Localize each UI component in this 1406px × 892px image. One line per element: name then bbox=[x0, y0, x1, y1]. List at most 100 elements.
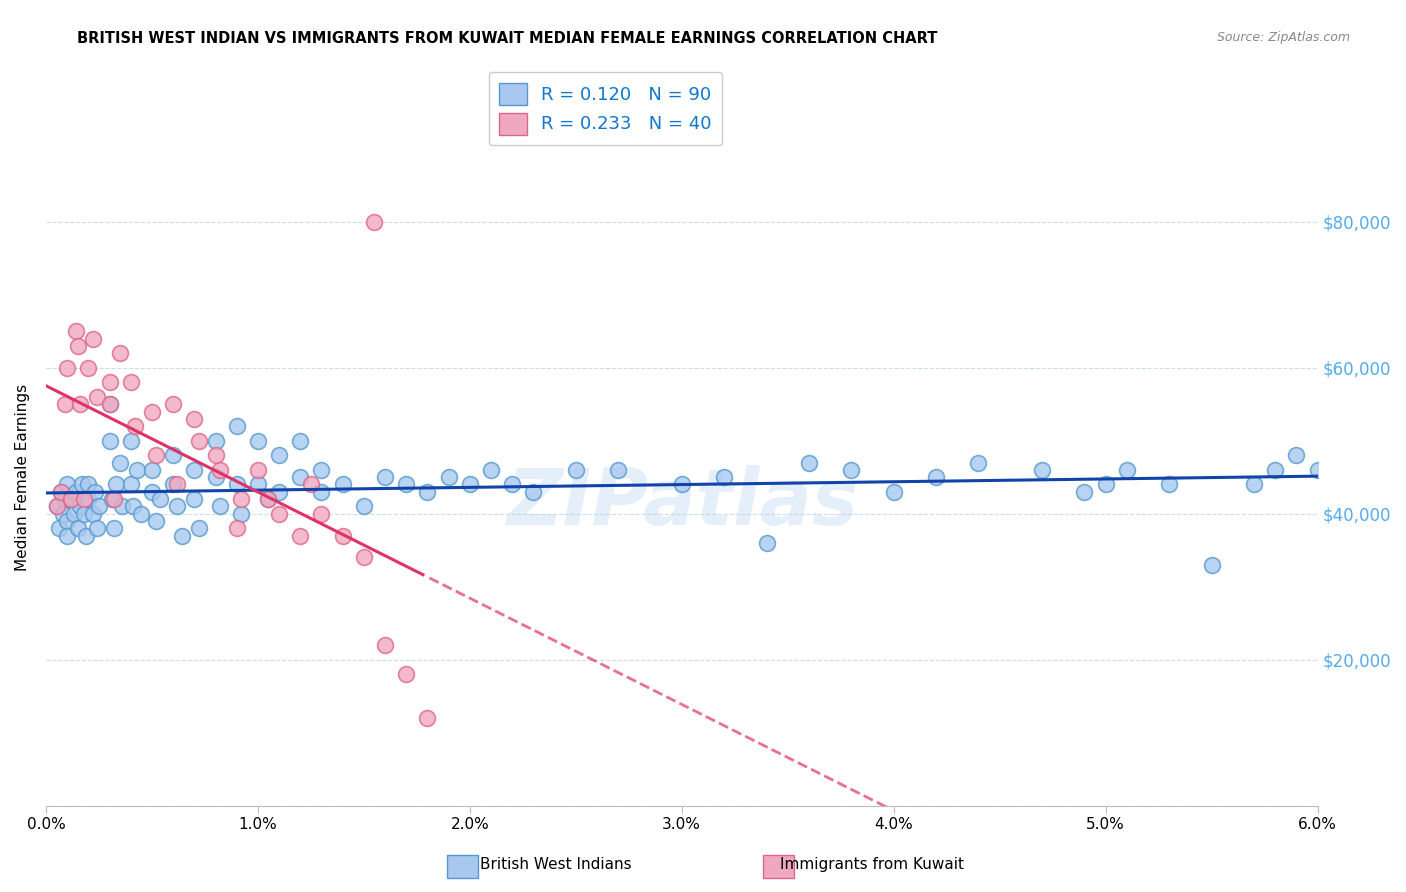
Point bbox=[60, 492, 83, 507]
Point bbox=[353, 550, 375, 565]
Point bbox=[479, 463, 502, 477]
Point bbox=[121, 500, 143, 514]
Point bbox=[1201, 558, 1223, 572]
Point bbox=[395, 477, 418, 491]
Point bbox=[208, 463, 231, 477]
Point bbox=[374, 470, 396, 484]
Point bbox=[290, 434, 312, 448]
Point bbox=[257, 492, 280, 507]
Point bbox=[311, 484, 333, 499]
Point bbox=[607, 463, 630, 477]
Point bbox=[56, 360, 79, 375]
Point bbox=[374, 638, 396, 652]
Point bbox=[671, 477, 693, 491]
Text: BRITISH WEST INDIAN VS IMMIGRANTS FROM KUWAIT MEDIAN FEMALE EARNINGS CORRELATION: BRITISH WEST INDIAN VS IMMIGRANTS FROM K… bbox=[77, 31, 938, 46]
Point bbox=[1159, 477, 1181, 491]
Point bbox=[713, 470, 735, 484]
Point bbox=[162, 397, 184, 411]
Point bbox=[141, 404, 163, 418]
Point bbox=[108, 346, 131, 360]
Point bbox=[45, 500, 67, 514]
Point bbox=[883, 484, 905, 499]
Point bbox=[204, 434, 226, 448]
Y-axis label: Median Female Earnings: Median Female Earnings bbox=[15, 384, 30, 571]
Point bbox=[183, 492, 205, 507]
FancyBboxPatch shape bbox=[763, 855, 794, 878]
Point bbox=[395, 667, 418, 681]
Point bbox=[1073, 484, 1095, 499]
Point bbox=[56, 528, 79, 542]
Point bbox=[120, 477, 142, 491]
Point bbox=[522, 484, 544, 499]
Point bbox=[83, 484, 105, 499]
Point bbox=[229, 492, 252, 507]
Point bbox=[246, 434, 269, 448]
Point bbox=[246, 477, 269, 491]
Point bbox=[332, 528, 354, 542]
Point bbox=[141, 484, 163, 499]
Point bbox=[73, 507, 96, 521]
Point bbox=[98, 397, 121, 411]
Point bbox=[1094, 477, 1116, 491]
Point bbox=[166, 500, 188, 514]
Point bbox=[565, 463, 588, 477]
Point bbox=[82, 332, 104, 346]
Point bbox=[98, 376, 121, 390]
Point bbox=[75, 528, 97, 542]
Point bbox=[103, 521, 125, 535]
Point bbox=[183, 412, 205, 426]
Point bbox=[755, 536, 778, 550]
Point bbox=[332, 477, 354, 491]
Point bbox=[82, 507, 104, 521]
Point bbox=[225, 521, 247, 535]
Point bbox=[149, 492, 172, 507]
Point bbox=[111, 500, 134, 514]
Text: British West Indians: British West Indians bbox=[479, 857, 631, 872]
Point bbox=[98, 434, 121, 448]
Point bbox=[52, 507, 75, 521]
Point bbox=[86, 390, 108, 404]
Point bbox=[204, 470, 226, 484]
Point bbox=[62, 507, 84, 521]
Point bbox=[60, 492, 83, 507]
Point bbox=[437, 470, 460, 484]
Point bbox=[311, 463, 333, 477]
Point bbox=[311, 507, 333, 521]
Point bbox=[1306, 463, 1329, 477]
Point bbox=[103, 492, 125, 507]
Point bbox=[69, 397, 91, 411]
Point bbox=[56, 477, 79, 491]
Point bbox=[257, 492, 280, 507]
Point bbox=[267, 484, 290, 499]
Point bbox=[120, 434, 142, 448]
Point bbox=[162, 477, 184, 491]
Point bbox=[1264, 463, 1286, 477]
Point bbox=[69, 500, 91, 514]
Text: Source: ZipAtlas.com: Source: ZipAtlas.com bbox=[1216, 31, 1350, 45]
Point bbox=[77, 492, 100, 507]
Point bbox=[416, 711, 439, 725]
Point bbox=[141, 463, 163, 477]
FancyBboxPatch shape bbox=[447, 855, 478, 878]
Point bbox=[49, 484, 72, 499]
Point bbox=[53, 492, 76, 507]
Point bbox=[100, 492, 122, 507]
Point bbox=[120, 376, 142, 390]
Point bbox=[98, 397, 121, 411]
Point bbox=[187, 521, 209, 535]
Point bbox=[170, 528, 193, 542]
Point bbox=[839, 463, 862, 477]
Point bbox=[1285, 448, 1308, 462]
Point bbox=[501, 477, 523, 491]
Legend: R = 0.120   N = 90, R = 0.233   N = 40: R = 0.120 N = 90, R = 0.233 N = 40 bbox=[489, 72, 723, 145]
Text: ZIPatlas: ZIPatlas bbox=[506, 466, 858, 541]
Point bbox=[77, 477, 100, 491]
Point bbox=[925, 470, 948, 484]
Point bbox=[56, 514, 79, 528]
Text: Immigrants from Kuwait: Immigrants from Kuwait bbox=[780, 857, 963, 872]
Point bbox=[229, 507, 252, 521]
Point bbox=[108, 456, 131, 470]
Point bbox=[70, 477, 93, 491]
Point bbox=[131, 507, 153, 521]
Point bbox=[187, 434, 209, 448]
